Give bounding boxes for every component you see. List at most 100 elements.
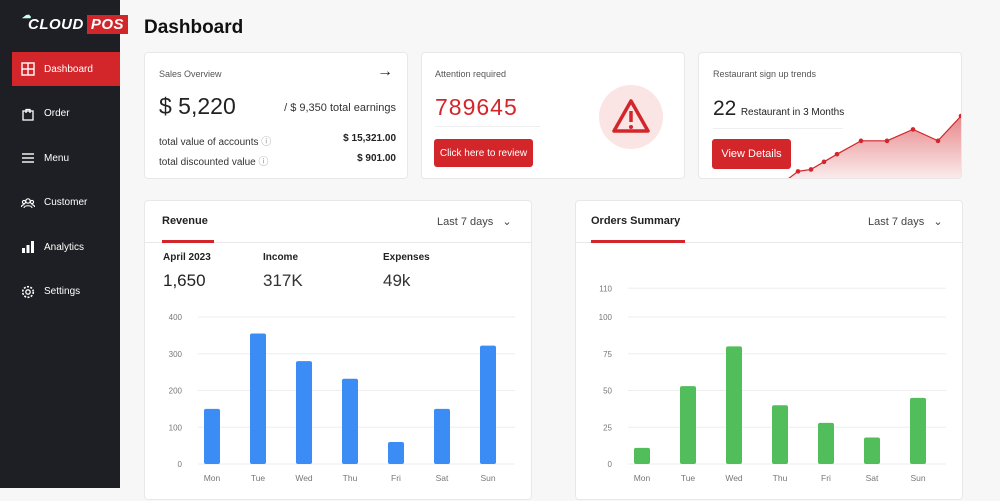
sparkline-point [958, 113, 961, 119]
x-tick-label: Fri [821, 473, 831, 483]
warning-icon [599, 85, 663, 149]
y-tick-label: 100 [169, 423, 183, 432]
tab-orders-summary[interactable]: Orders Summary [591, 215, 681, 227]
bar-wed [296, 361, 312, 464]
cloud-icon: ☁ [22, 10, 32, 20]
bar-sat [864, 437, 880, 464]
range-select[interactable]: Last 7 days ⌄ [868, 216, 943, 228]
bar-thu [772, 405, 788, 464]
logo-text: CLOUD [28, 16, 84, 33]
view-details-button[interactable]: View Details [712, 139, 791, 169]
logo: ☁ CLOUD POS [22, 10, 129, 34]
logo-text-pos: POS [86, 15, 129, 34]
bar-fri [818, 422, 834, 464]
x-tick-label: Mon [204, 473, 221, 483]
menu-icon [22, 153, 34, 163]
orders-card: Orders Summary Last 7 days ⌄ 0 25 50 75 100 1… [575, 200, 963, 500]
sidebar-item-settings[interactable]: Settings [12, 275, 120, 309]
stat-label: Income [263, 252, 299, 263]
revenue-card: Revenue Last 7 days ⌄ April 2023 1,650 I… [144, 200, 532, 500]
bar-tue [250, 333, 266, 464]
bar-fri [388, 441, 404, 464]
bar-sat [434, 408, 450, 464]
gear-icon [21, 285, 35, 298]
card-title: Restaurant sign up trends [713, 69, 817, 79]
card-title: Sales Overview [159, 69, 222, 79]
stat-value: 49k [383, 271, 411, 290]
bar-wed [726, 346, 742, 464]
discounted-value: $ 901.00 [357, 153, 396, 164]
sparkline-point [834, 151, 840, 157]
x-tick-label: Tue [251, 473, 266, 483]
x-tick-label: Tue [681, 473, 696, 483]
bar-tue [680, 386, 696, 464]
trend-count: 22 Restaurant in 3 Months [713, 97, 845, 120]
card-title: Attention required [435, 69, 507, 79]
y-tick-label: 0 [178, 460, 183, 469]
stat-label: Expenses [383, 252, 430, 263]
x-tick-label: Mon [634, 473, 651, 483]
sidebar-item-analytics[interactable]: Analytics [12, 230, 120, 264]
x-tick-label: Sat [866, 473, 879, 483]
bar-mon [634, 447, 650, 464]
x-tick-label: Wed [295, 473, 313, 483]
stat-value: 1,650 [163, 271, 206, 290]
y-tick-label: 400 [169, 313, 183, 322]
sparkline-point [808, 167, 814, 172]
sidebar-item-label: Analytics [44, 241, 85, 253]
orders-chart: 0 25 50 75 100 110 Mon Tue Wed Thu Fri Sat Sun [599, 284, 946, 483]
attention-card: Attention required 789645 Click here to … [421, 52, 685, 179]
sidebar-item-label: Dashboard [44, 63, 93, 75]
x-tick-label: Sun [910, 473, 925, 483]
grid-icon [21, 62, 35, 76]
sidebar-item-dashboard[interactable]: Dashboard [12, 52, 120, 86]
signup-sparkline [788, 113, 961, 178]
info-icon: ⓘ [258, 157, 269, 168]
sales-amount: $ 5,220 [159, 93, 236, 119]
bar-sun [480, 345, 496, 464]
sidebar-item-label: Menu [44, 152, 70, 164]
review-button[interactable]: Click here to review [434, 139, 533, 167]
sidebar-item-label: Settings [44, 286, 81, 297]
accounts-value: $ 15,321.00 [343, 133, 396, 144]
y-tick-label: 200 [169, 387, 183, 396]
bar-chart-icon [22, 241, 34, 253]
sparkline-point [858, 138, 864, 144]
y-tick-label: 110 [599, 284, 612, 293]
attention-value: 789645 [435, 94, 518, 120]
bag-icon [22, 108, 34, 121]
x-tick-label: Thu [773, 473, 788, 483]
sidebar-item-order[interactable]: Order [12, 97, 120, 131]
sparkline-line [788, 115, 961, 178]
arrow-right-icon[interactable]: → [377, 63, 393, 80]
accounts-label: total value of accounts ⓘ [159, 137, 272, 148]
total-earnings: / $ 9,350 total earnings [284, 102, 396, 114]
range-select[interactable]: Last 7 days ⌄ [437, 216, 512, 228]
discounted-label: total discounted value ⓘ [159, 157, 269, 168]
x-tick-label: Wed [725, 473, 743, 483]
sparkline-point [910, 127, 916, 132]
x-tick-label: Sat [436, 473, 449, 483]
stat-value: 317K [263, 271, 303, 290]
tab-revenue[interactable]: Revenue [162, 215, 208, 227]
stat-label: April 2023 [163, 252, 211, 263]
sparkline-point [935, 138, 941, 144]
signup-trends-card: Restaurant sign up trends 22 Restaurant … [698, 52, 962, 179]
y-tick-label: 0 [608, 460, 613, 469]
info-icon: ⓘ [261, 137, 272, 148]
sidebar-item-label: Order [44, 108, 70, 119]
sidebar-item-customer[interactable]: Customer [12, 186, 120, 220]
y-tick-label: 75 [603, 350, 612, 359]
users-icon [21, 197, 35, 208]
revenue-chart: 0 100 200 300 400 Mon Tue Wed Thu Fri Sat Sun [169, 313, 515, 483]
sidebar-item-menu[interactable]: Menu [12, 141, 120, 175]
page-title: Dashboard [144, 17, 244, 38]
sidebar: ☁ CLOUD POS Dashboard Order Menu Customer Anal… [0, 0, 129, 488]
sparkline-area [789, 116, 961, 178]
y-tick-label: 50 [603, 387, 612, 396]
bar-thu [342, 378, 358, 464]
sales-overview-card: Sales Overview → $ 5,220 / $ 9,350 total… [144, 52, 408, 179]
x-tick-label: Thu [343, 473, 358, 483]
chevron-down-icon: ⌄ [933, 216, 943, 228]
chevron-down-icon: ⌄ [502, 216, 512, 228]
